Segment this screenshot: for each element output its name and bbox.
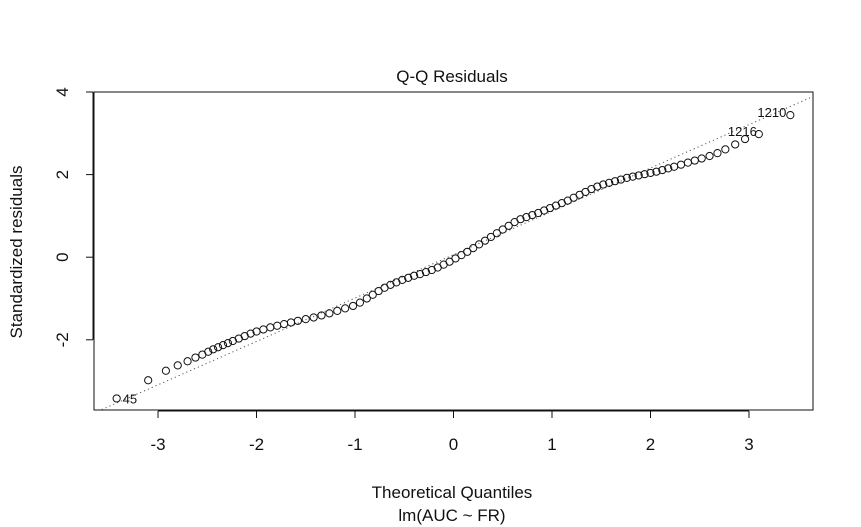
data-point-27	[325, 309, 334, 318]
chart-title: Q-Q Residuals	[396, 67, 507, 86]
data-point-25	[309, 313, 318, 322]
data-point-58	[516, 215, 525, 224]
data-point-55	[498, 225, 507, 234]
data-point-21	[279, 319, 289, 329]
data-point-76	[622, 173, 631, 183]
data-point-87	[690, 156, 699, 165]
data-point-54	[492, 229, 501, 238]
data-point-2	[144, 376, 153, 385]
data-point-50	[469, 244, 478, 253]
data-point-29	[341, 304, 350, 313]
point-label-45: 45	[123, 391, 137, 406]
data-point-93	[740, 134, 750, 144]
data-point-88	[697, 154, 706, 163]
data-point-22	[286, 318, 296, 327]
data-point-6	[191, 353, 200, 362]
x-axis-title: Theoretical Quantiles	[372, 483, 533, 502]
data-point-92	[731, 140, 740, 149]
data-point-89	[705, 151, 714, 161]
data-point-12	[223, 338, 233, 348]
data-point-74	[610, 177, 620, 186]
data-point-4	[173, 361, 182, 370]
y-tick-label-minus-2: -2	[53, 332, 72, 347]
data-point-75	[616, 175, 626, 184]
data-point-5	[183, 357, 192, 366]
data-point-81	[652, 167, 661, 176]
data-point-53	[486, 232, 496, 242]
data-point-33	[368, 290, 377, 299]
data-point-9	[209, 345, 218, 354]
data-point-60	[528, 210, 537, 220]
data-point-78	[634, 171, 643, 180]
point-label-1216: 1216	[728, 124, 757, 139]
data-point-59	[522, 213, 531, 222]
data-point-11	[218, 341, 228, 350]
data-point-26	[317, 311, 326, 320]
x-tick-label-0: 0	[449, 435, 458, 454]
y-axis-title: Standardized residuals	[7, 166, 26, 339]
data-point-86	[683, 158, 693, 167]
data-point-24	[301, 315, 310, 324]
data-point-73	[605, 178, 614, 187]
data-point-80	[646, 168, 655, 178]
data-point-95	[786, 111, 795, 120]
data-point-91	[721, 145, 730, 154]
data-point-1	[112, 394, 121, 403]
x-tick-label-minus-2: -2	[249, 435, 264, 454]
data-point-8	[204, 347, 213, 356]
data-point-31	[355, 298, 365, 307]
data-point-94	[754, 130, 763, 139]
x-tick-label-1: 1	[547, 435, 556, 454]
y-tick-label-0: 0	[53, 252, 72, 261]
plot-frame	[93, 91, 814, 411]
data-point-20	[273, 321, 282, 330]
data-point-40	[410, 271, 419, 280]
y-tick-label-2: 2	[53, 170, 72, 179]
x-tick-label-2: 2	[646, 435, 655, 454]
data-point-18	[259, 325, 268, 334]
data-point-16	[246, 329, 255, 338]
y-tick-label-4: 4	[53, 87, 72, 96]
data-point-77	[628, 172, 637, 181]
data-point-38	[398, 275, 407, 285]
data-point-56	[504, 221, 513, 230]
x-tick-label-minus-1: -1	[347, 435, 362, 454]
data-point-83	[664, 164, 673, 173]
data-point-51	[475, 240, 484, 249]
data-point-30	[348, 301, 358, 311]
data-point-85	[676, 160, 686, 169]
data-point-72	[599, 180, 608, 189]
x-axis-subtitle: lm(AUC ~ FR)	[398, 506, 505, 525]
data-point-90	[713, 149, 722, 158]
data-point-19	[266, 323, 275, 332]
data-point-23	[293, 316, 302, 325]
data-point-71	[593, 182, 602, 191]
data-point-82	[658, 165, 667, 175]
data-point-32	[362, 294, 371, 303]
x-tick-label-3: 3	[744, 435, 753, 454]
point-label-1210: 1210	[757, 105, 786, 120]
data-point-41	[415, 270, 425, 279]
data-point-52	[480, 236, 490, 245]
data-point-39	[404, 273, 413, 282]
data-point-79	[640, 170, 649, 179]
data-point-42	[421, 267, 431, 277]
data-point-49	[463, 247, 472, 256]
data-point-3	[161, 366, 170, 375]
data-point-10	[214, 343, 223, 352]
x-tick-label-minus-3: -3	[150, 435, 165, 454]
reference-line	[99, 95, 813, 410]
data-point-28	[333, 306, 342, 315]
